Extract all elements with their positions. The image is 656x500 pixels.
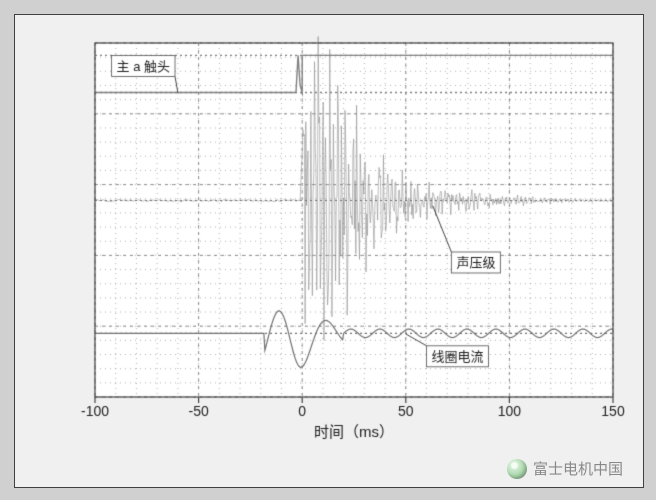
outer-frame: 富士电机中国 — [0, 0, 656, 500]
chart-panel: 富士电机中国 — [14, 14, 644, 488]
wechat-icon — [507, 459, 527, 479]
watermark-text: 富士电机中国 — [533, 458, 623, 479]
watermark: 富士电机中国 — [507, 458, 623, 479]
oscilloscope-chart — [35, 29, 625, 449]
